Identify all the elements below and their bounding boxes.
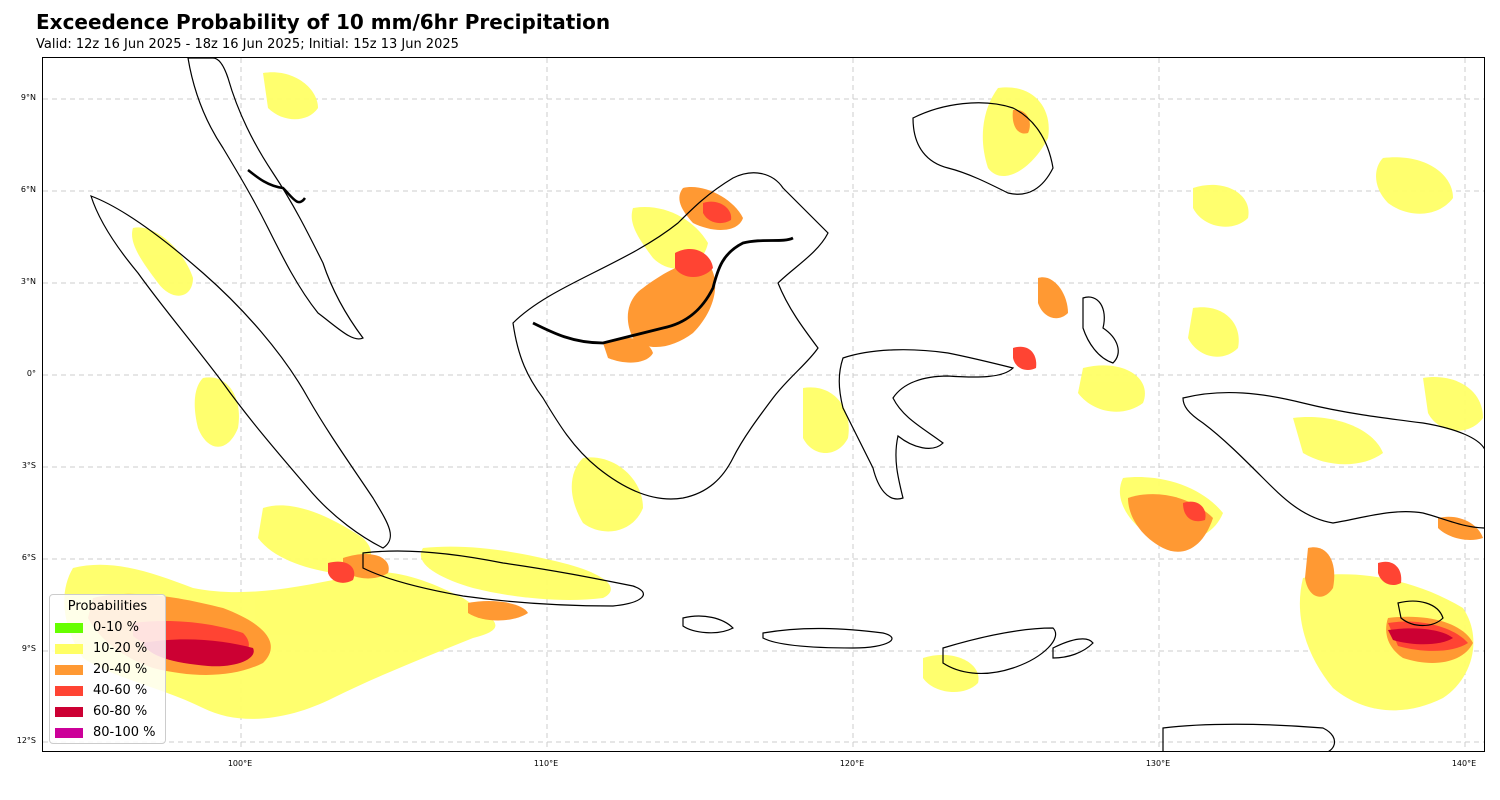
- map-area: [42, 57, 1485, 752]
- probability-field: [64, 72, 1483, 719]
- legend-swatch: [55, 727, 83, 738]
- lat-tick-label: 0°: [26, 369, 36, 378]
- lon-tick-label: 120°E: [839, 759, 865, 768]
- legend-label: 40-60 %: [93, 683, 148, 698]
- lon-tick-label: 100°E: [227, 759, 253, 768]
- lat-tick-label: 9°S: [21, 644, 36, 653]
- legend-swatch: [55, 706, 83, 717]
- lat-tick-label: 6°N: [20, 185, 36, 194]
- legend-item: 80-100 %: [50, 722, 165, 743]
- lat-tick-label: 6°S: [21, 553, 36, 562]
- legend-item: 10-20 %: [50, 638, 165, 659]
- legend-item: 60-80 %: [50, 701, 165, 722]
- lat-tick-label: 3°S: [21, 461, 36, 470]
- legend: Probabilities 0-10 % 10-20 % 20-40 % 40-…: [49, 594, 166, 744]
- chart-title: Exceedence Probability of 10 mm/6hr Prec…: [36, 10, 611, 34]
- legend-item: 40-60 %: [50, 680, 165, 701]
- lat-tick-label: 9°N: [20, 93, 36, 102]
- legend-swatch: [55, 622, 83, 633]
- legend-item: 20-40 %: [50, 659, 165, 680]
- lat-tick-label: 3°N: [20, 277, 36, 286]
- legend-label: 0-10 %: [93, 620, 139, 635]
- lat-tick-label: 12°S: [16, 736, 36, 745]
- legend-label: 80-100 %: [93, 725, 156, 740]
- coastlines: [90, 58, 1484, 751]
- legend-item: 0-10 %: [50, 617, 165, 638]
- lon-tick-label: 140°E: [1451, 759, 1477, 768]
- lon-tick-label: 110°E: [533, 759, 559, 768]
- legend-swatch: [55, 643, 83, 654]
- legend-swatch: [55, 685, 83, 696]
- map-svg: [43, 58, 1484, 751]
- legend-label: 60-80 %: [93, 704, 148, 719]
- legend-label: 20-40 %: [93, 662, 148, 677]
- legend-title: Probabilities: [67, 599, 148, 614]
- chart-subtitle: Valid: 12z 16 Jun 2025 - 18z 16 Jun 2025…: [36, 37, 459, 52]
- lon-tick-label: 130°E: [1145, 759, 1171, 768]
- legend-label: 10-20 %: [93, 641, 148, 656]
- legend-swatch: [55, 664, 83, 675]
